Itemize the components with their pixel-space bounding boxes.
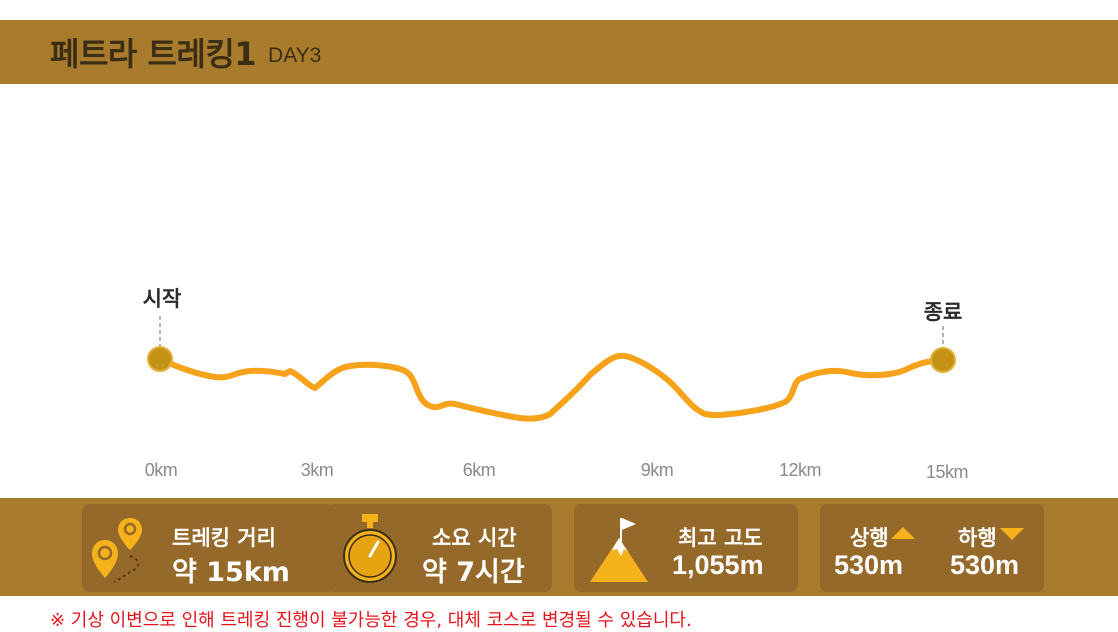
elevation-line [157,352,946,422]
km-label: 9km [640,460,674,480]
km-label: 12km [778,460,822,480]
elevation-profile [147,316,956,422]
altitude-value: 1,055m [672,550,764,580]
elevation-change-card: 상행 530m 하행 530m [820,504,1044,592]
ascent-value: 530m [834,550,904,580]
km-label: 15km [925,462,969,482]
altitude-card: 최고 고도 1,055m [574,504,798,592]
duration-title: 소요 시간 [432,526,517,550]
stats-bar: 트레킹 거리 약 15km 소요 시간 약 7시간 최고 고도 1,055m 상… [0,498,1118,596]
distance-value: 약 15km [172,557,290,588]
km-label: 0km [144,460,178,480]
ascent-title: 상행 [850,526,889,550]
altitude-title: 최고 고도 [678,526,763,550]
km-label: 3km [300,460,334,480]
weather-notice: ※ 기상 이변으로 인해 트레킹 진행이 불가능한 경우, 대체 코스로 변경될… [50,610,692,631]
arrow-up-icon [891,527,915,539]
duration-value: 약 7시간 [422,557,525,588]
duration-card: 소요 시간 약 7시간 [328,504,552,592]
start-marker [147,346,173,372]
stopwatch-icon [343,514,397,583]
descent-title: 하행 [958,526,997,550]
page-title: 페트라 트레킹1 [50,35,257,73]
header-bar: 페트라 트레킹1 DAY3 [0,20,1118,84]
descent-value: 530m [950,550,1020,580]
km-label: 6km [462,460,496,480]
distance-title: 트레킹 거리 [172,526,276,550]
arrow-down-icon [1000,528,1024,540]
end-marker [930,347,956,373]
page-subtitle: DAY3 [268,44,322,67]
end-label: 종료 [923,300,963,324]
mountain-flag-icon [590,518,648,582]
map-pin-route-icon [92,518,142,583]
distance-card: 트레킹 거리 약 15km [82,504,334,592]
start-label: 시작 [142,287,182,311]
